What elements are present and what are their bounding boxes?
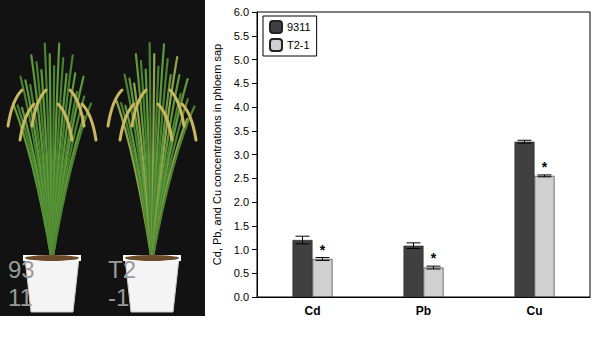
svg-text:2.5: 2.5 [234, 172, 249, 184]
svg-text:-1: -1 [108, 284, 129, 311]
svg-text:3.5: 3.5 [234, 125, 249, 137]
svg-text:1.0: 1.0 [234, 244, 249, 256]
svg-text:0.0: 0.0 [234, 291, 249, 303]
svg-text:T2: T2 [108, 256, 136, 283]
svg-text:6.0: 6.0 [234, 6, 249, 18]
svg-text:*: * [320, 242, 326, 258]
svg-text:5.0: 5.0 [234, 54, 249, 66]
svg-text:1.5: 1.5 [234, 220, 249, 232]
svg-text:11: 11 [8, 284, 33, 311]
svg-text:2.0: 2.0 [234, 196, 249, 208]
svg-text:*: * [431, 250, 437, 266]
svg-text:T2-1: T2-1 [287, 39, 310, 51]
svg-text:9311: 9311 [287, 21, 311, 33]
svg-text:4.5: 4.5 [234, 77, 249, 89]
svg-text:Cd: Cd [305, 304, 321, 318]
svg-text:3.0: 3.0 [234, 149, 249, 161]
svg-text:4.0: 4.0 [234, 101, 249, 113]
svg-text:*: * [542, 159, 548, 175]
svg-text:Cu: Cu [527, 304, 543, 318]
svg-text:Pb: Pb [416, 304, 431, 318]
svg-text:Cd, Pb, and Cu concentrations: Cd, Pb, and Cu concentrations in phloem … [211, 44, 223, 265]
svg-text:93: 93 [8, 256, 35, 283]
svg-text:0.5: 0.5 [234, 267, 249, 279]
svg-text:5.5: 5.5 [234, 30, 249, 42]
